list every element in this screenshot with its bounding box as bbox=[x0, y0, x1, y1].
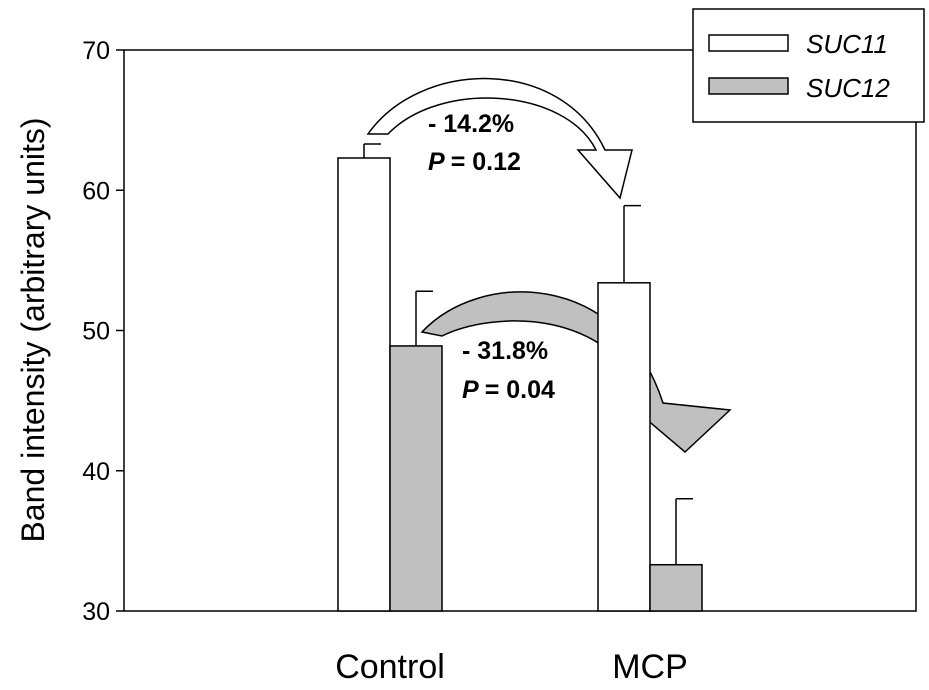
y-axis: 30 40 50 60 70 bbox=[82, 37, 124, 626]
suc12-change-arrow bbox=[420, 291, 732, 454]
bar-suc12-mcp bbox=[649, 563, 703, 612]
suc11-p-label: P = 0.12 bbox=[428, 148, 521, 176]
legend-swatch-suc12 bbox=[708, 77, 789, 95]
p-symbol: P bbox=[428, 148, 445, 176]
y-tick-label: 40 bbox=[82, 458, 110, 486]
y-tick-label: 60 bbox=[82, 177, 110, 205]
suc12-p-label: P = 0.04 bbox=[462, 376, 555, 404]
bar-suc12-control bbox=[389, 345, 443, 612]
x-tick-label-mcp: MCP bbox=[612, 648, 688, 686]
x-axis: Control MCP bbox=[335, 648, 688, 686]
p-value: = 0.12 bbox=[451, 148, 521, 176]
suc11-change-arrow bbox=[366, 77, 633, 200]
p-symbol: P bbox=[462, 376, 479, 404]
legend-label-suc11: SUC11 bbox=[806, 29, 888, 59]
plot-frame bbox=[123, 49, 917, 612]
suc12-change-label: - 31.8% bbox=[462, 337, 548, 365]
suc11-change-label: - 14.2% bbox=[428, 110, 514, 138]
y-tick-label: 30 bbox=[82, 598, 110, 626]
bar-suc11-mcp bbox=[597, 282, 651, 612]
x-tick-label-control: Control bbox=[335, 648, 445, 686]
y-axis-title: Band intensity (arbitrary units) bbox=[15, 117, 51, 542]
legend-swatch-suc11 bbox=[708, 34, 789, 52]
p-value: = 0.04 bbox=[485, 376, 555, 404]
y-tick-label: 50 bbox=[82, 318, 110, 346]
legend: SUC11 SUC12 bbox=[692, 8, 925, 123]
bars bbox=[337, 143, 703, 612]
bar-suc11-control bbox=[337, 157, 391, 612]
legend-box bbox=[692, 8, 925, 123]
y-tick-label: 70 bbox=[82, 37, 110, 65]
legend-label-suc12: SUC12 bbox=[806, 73, 890, 103]
